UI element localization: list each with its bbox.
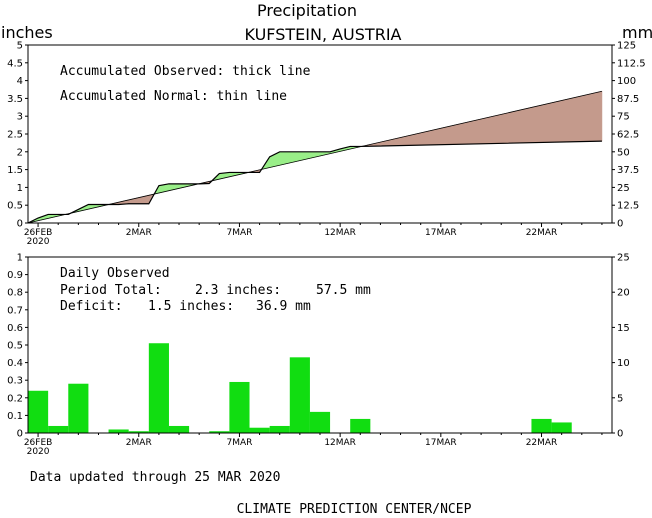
- daily-bar: [148, 343, 169, 433]
- daily-bar: [531, 418, 552, 433]
- top-right-tick-label: 62.5: [617, 130, 639, 141]
- bottom-left-tick-label: 0.8: [7, 288, 23, 299]
- bottom-left-tick-label: 0.9: [7, 270, 23, 281]
- top-right-tick-label: 100: [617, 76, 636, 87]
- period-total-mm: 57.5 mm: [316, 283, 371, 298]
- top-x-tick-label: 22MAR: [526, 228, 558, 238]
- daily-panel: 00.10.20.30.40.50.60.70.80.9105101520252…: [7, 253, 630, 458]
- top-right-tick-label: 75: [617, 112, 630, 123]
- top-x-tick-label: 12MAR: [324, 228, 356, 238]
- top-x-tick-label: 7MAR: [226, 228, 252, 238]
- deficit-inches: 1.5 inches:: [148, 299, 234, 314]
- top-left-tick-label: 4: [17, 76, 23, 87]
- top-axis-ticks: 00.511.522.533.544.55012.52537.55062.575…: [7, 41, 646, 248]
- bottom-x-tick-label: 17MAR: [425, 438, 457, 448]
- top-left-tick-label: 0: [17, 219, 23, 230]
- daily-bar: [48, 425, 69, 433]
- bottom-left-tick-label: 0.1: [7, 411, 23, 422]
- daily-bar: [350, 418, 371, 433]
- bottom-x-tick-label: 7MAR: [226, 438, 252, 448]
- top-right-tick-label: 125: [617, 41, 636, 52]
- top-right-tick-label: 0: [617, 219, 623, 230]
- daily-bars: [28, 343, 572, 433]
- top-right-tick-label: 112.5: [617, 58, 646, 69]
- daily-bar: [28, 390, 49, 433]
- daily-bar: [108, 429, 129, 433]
- bottom-right-tick-label: 25: [617, 253, 630, 264]
- data-updated-note: Data updated through 25 MAR 2020: [30, 470, 280, 485]
- bottom-left-tick-label: 0.5: [7, 341, 23, 352]
- top-right-tick-label: 25: [617, 183, 630, 194]
- accumulated-lines: [27, 90, 603, 224]
- top-x-year-label: 2020: [27, 237, 50, 247]
- left-unit-label: inches: [1, 23, 53, 42]
- period-total-inches: 2.3 inches:: [195, 283, 281, 298]
- accumulated-observed-line: [27, 140, 602, 224]
- bottom-left-tick-label: 0.6: [7, 323, 23, 334]
- top-left-tick-label: 2: [17, 147, 23, 158]
- top-left-tick-label: 1: [17, 183, 23, 194]
- daily-bar: [168, 425, 190, 433]
- top-left-tick-label: 1.5: [7, 165, 23, 176]
- bottom-x-tick-label: 22MAR: [526, 438, 558, 448]
- top-right-tick-label: 37.5: [617, 165, 639, 176]
- top-right-tick-label: 50: [617, 147, 630, 158]
- top-x-tick-label: 17MAR: [425, 228, 457, 238]
- daily-bar: [269, 425, 290, 433]
- daily-bar: [209, 431, 230, 433]
- bottom-x-tick-label: 2MAR: [126, 438, 152, 448]
- top-left-tick-label: 4.5: [7, 58, 23, 69]
- chart-title: Precipitation: [257, 1, 357, 20]
- bottom-x-tick-label: 12MAR: [324, 438, 356, 448]
- daily-bar: [229, 381, 250, 433]
- bottom-left-tick-label: 0.4: [7, 358, 23, 369]
- bottom-x-tick-label: 26FEB: [24, 438, 53, 448]
- right-unit-label: mm: [622, 23, 652, 42]
- bottom-right-tick-label: 20: [617, 288, 630, 299]
- top-left-tick-label: 0.5: [7, 201, 23, 212]
- bottom-left-tick-label: 1: [17, 253, 23, 264]
- top-left-tick-label: 3.5: [7, 94, 23, 105]
- bottom-left-tick-label: 0.3: [7, 376, 23, 387]
- bottom-left-tick-label: 0.7: [7, 305, 23, 316]
- bottom-right-tick-label: 5: [617, 393, 623, 404]
- bottom-left-tick-label: 0: [17, 429, 23, 440]
- legend-normal: Accumulated Normal: thin line: [60, 89, 287, 104]
- deficit-label: Deficit:: [60, 299, 123, 314]
- top-right-tick-label: 12.5: [617, 201, 639, 212]
- daily-bar: [128, 431, 149, 433]
- daily-bar: [249, 427, 270, 433]
- daily-observed-label: Daily Observed: [60, 266, 170, 281]
- daily-bar: [289, 357, 310, 433]
- top-left-tick-label: 3: [17, 112, 23, 123]
- bottom-right-tick-label: 10: [617, 358, 630, 369]
- accumulated-panel: 00.511.522.533.544.55012.52537.55062.575…: [7, 41, 646, 248]
- bottom-axis-ticks: 00.10.20.30.40.50.60.70.80.9105101520252…: [7, 253, 630, 458]
- location-title: KUFSTEIN, AUSTRIA: [245, 25, 402, 44]
- top-x-tick-label: 2MAR: [126, 228, 152, 238]
- bottom-left-tick-label: 0.2: [7, 393, 23, 404]
- daily-bar: [309, 411, 331, 433]
- bottom-right-tick-label: 0: [617, 429, 623, 440]
- deficit-mm: 36.9 mm: [256, 299, 311, 314]
- top-left-tick-label: 5: [17, 41, 23, 52]
- top-left-tick-label: 2.5: [7, 130, 23, 141]
- daily-bar: [551, 422, 572, 433]
- daily-bar: [68, 383, 89, 433]
- top-right-tick-label: 87.5: [617, 94, 639, 105]
- bottom-right-tick-label: 15: [617, 323, 630, 334]
- legend-observed: Accumulated Observed: thick line: [60, 64, 311, 79]
- credit-line: CLIMATE PREDICTION CENTER/NCEP: [237, 502, 472, 517]
- top-x-tick-label: 26FEB: [24, 228, 53, 238]
- bottom-x-year-label: 2020: [27, 447, 50, 457]
- accumulated-normal-line: [27, 90, 603, 224]
- period-total-label: Period Total:: [60, 283, 162, 298]
